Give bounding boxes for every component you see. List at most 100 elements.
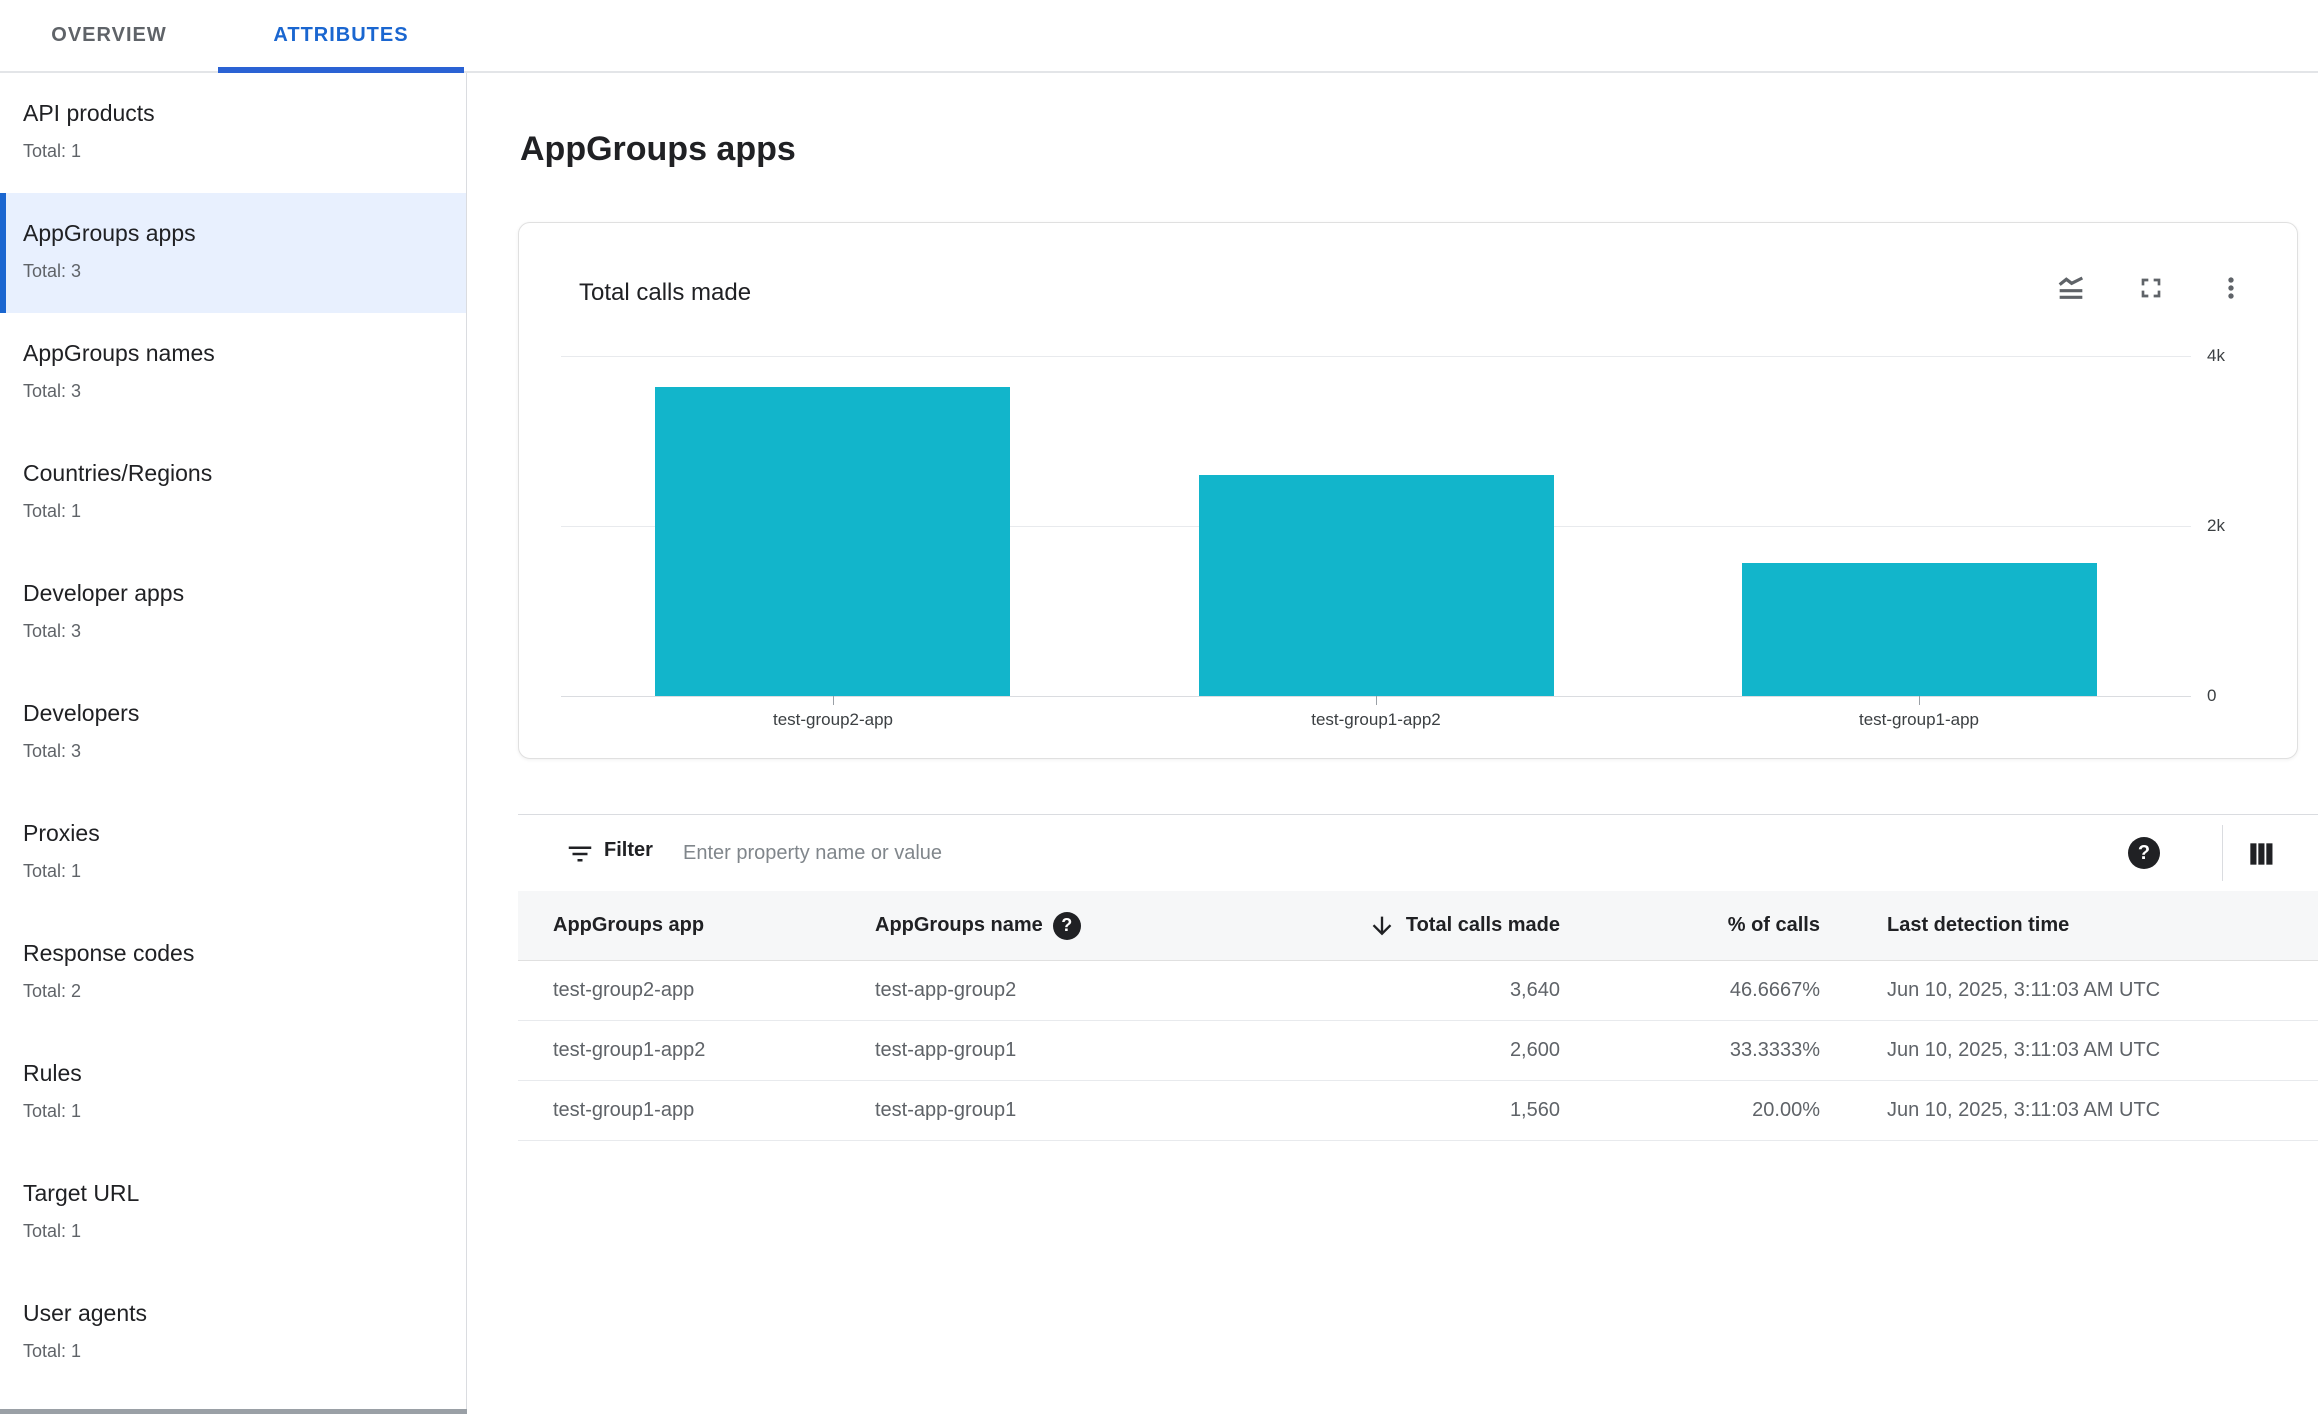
sidebar-item-label: Developer apps (23, 580, 185, 606)
x-axis-label: test-group2-app (772, 710, 894, 729)
y-axis-tick-label: 2k (2207, 516, 2225, 535)
table-row: test-group1-app2 test-app-group1 2,600 33.3… (518, 1021, 2318, 1081)
column-settings-icon[interactable] (2245, 838, 2277, 875)
sidebar-item-appgroups-apps[interactable]: AppGroups apps Total: 3 (0, 193, 466, 313)
column-header-appgroups-name[interactable]: AppGroups name? (875, 911, 1265, 940)
sidebar-item-target-url[interactable]: Target URL Total: 1 (0, 1153, 466, 1273)
filter-divider (2222, 825, 2223, 881)
chart-toolbar (2053, 270, 2249, 306)
column-header-last-detection-time[interactable]: Last detection time (1820, 914, 2318, 937)
sidebar-item-label: Proxies (23, 820, 100, 846)
bar-test-group1-app2[interactable] (1199, 475, 1554, 696)
filter-list-icon (565, 839, 595, 874)
column-header--of-calls[interactable]: % of calls (1560, 914, 1820, 937)
sidebar-item-total: Total: 1 (23, 1221, 82, 1241)
cell-name: test-app-group1 (875, 1039, 1017, 1061)
cell-time: Jun 10, 2025, 3:11:03 AM UTC (1887, 1039, 2161, 1061)
column-header-label: AppGroups name (875, 914, 1043, 936)
y-axis-tick-label: 4k (2207, 346, 2225, 365)
sidebar-item-label: User agents (23, 1300, 148, 1326)
sidebar-item-user-agents[interactable]: User agents Total: 1 (0, 1273, 466, 1393)
x-axis-label: test-group1-app (1858, 710, 1980, 729)
chart-title: Total calls made (579, 279, 752, 306)
sidebar-item-label: Rules (23, 1060, 82, 1086)
cell-pct: 20.00% (1752, 1099, 1820, 1121)
sidebar-scrollbar[interactable] (0, 1409, 467, 1414)
table-row: test-group1-app test-app-group1 1,560 20.00… (518, 1081, 2318, 1141)
filter-label: Filter (604, 839, 653, 861)
y-axis-tick-label: 0 (2207, 686, 2217, 705)
sidebar-item-proxies[interactable]: Proxies Total: 1 (0, 793, 466, 913)
cell-calls: 3,640 (1509, 979, 1560, 1001)
sidebar-item-total: Total: 1 (23, 501, 82, 521)
x-axis-tick (833, 696, 834, 705)
x-axis-tick (1919, 696, 1920, 705)
sidebar-item-total: Total: 1 (23, 141, 82, 161)
sidebar-item-total: Total: 1 (23, 861, 82, 881)
sidebar-item-countries-regions[interactable]: Countries/Regions Total: 1 (0, 433, 466, 553)
sidebar-item-total: Total: 1 (23, 1101, 82, 1121)
gridline (561, 356, 2191, 357)
filter-input[interactable] (683, 829, 2063, 877)
sidebar-item-total: Total: 2 (23, 981, 82, 1001)
tab-bar: OVERVIEW ATTRIBUTES (0, 0, 2318, 73)
sidebar-item-rules[interactable]: Rules Total: 1 (0, 1033, 466, 1153)
sidebar-item-label: Target URL (23, 1180, 140, 1206)
cell-calls: 1,560 (1509, 1099, 1560, 1121)
sidebar-item-api-products[interactable]: API products Total: 1 (0, 73, 466, 193)
tab-attributes-label: ATTRIBUTES (273, 24, 409, 46)
sidebar-item-label: API products (23, 100, 155, 126)
sidebar-item-response-codes[interactable]: Response codes Total: 2 (0, 913, 466, 1033)
sidebar-item-label: AppGroups names (23, 340, 215, 366)
tab-overview[interactable]: OVERVIEW (0, 0, 218, 71)
sidebar-item-label: Countries/Regions (23, 460, 213, 486)
attributes-sidebar: API products Total: 1 AppGroups apps Total:… (0, 73, 467, 1414)
cell-time: Jun 10, 2025, 3:11:03 AM UTC (1887, 979, 2161, 1001)
fullscreen-icon[interactable] (2133, 270, 2169, 306)
x-axis-label: test-group1-app2 (1311, 710, 1441, 729)
cell-calls: 2,600 (1509, 1039, 1560, 1061)
sidebar-item-total: Total: 3 (23, 261, 82, 281)
sidebar-item-appgroups-names[interactable]: AppGroups names Total: 3 (0, 313, 466, 433)
table-row: test-group2-app test-app-group2 3,640 46.66… (518, 961, 2318, 1021)
sidebar-item-total: Total: 1 (23, 1341, 82, 1361)
cell-app: test-group1-app2 (553, 1039, 706, 1061)
tab-attributes[interactable]: ATTRIBUTES (218, 0, 464, 73)
filter-help-icon[interactable]: ? (2128, 837, 2160, 869)
bar-chart-plot: test-group2-app test-group1-app2 test-grou… (561, 356, 2191, 729)
help-icon[interactable]: ? (1052, 911, 1081, 940)
total-calls-chart-card: Total calls made test-group2-app t (518, 222, 2298, 759)
cell-name: test-app-group1 (875, 1099, 1017, 1121)
column-header-total-calls-made[interactable]: Total calls made (1265, 912, 1560, 940)
page-title: AppGroups apps (520, 130, 796, 168)
sidebar-item-total: Total: 3 (23, 741, 82, 761)
sidebar-item-developers[interactable]: Developers Total: 3 (0, 673, 466, 793)
attributes-table-section: Filter ? AppGroups app AppGroups name? Tot… (518, 814, 2318, 1141)
sidebar-item-total: Total: 3 (23, 621, 82, 641)
cell-app: test-group1-app (553, 1099, 695, 1121)
sidebar-item-label: AppGroups apps (23, 220, 196, 246)
column-header-label: Total calls made (1405, 914, 1560, 936)
active-tab-underline (218, 67, 464, 73)
sidebar-item-label: Response codes (23, 940, 195, 966)
column-header-label: AppGroups app (553, 914, 705, 936)
x-axis-tick (1376, 696, 1377, 705)
area-chart-icon[interactable] (2053, 270, 2089, 306)
cell-pct: 33.3333% (1729, 1039, 1820, 1061)
tab-overview-label: OVERVIEW (51, 24, 167, 46)
bar-test-group2-app[interactable] (655, 387, 1010, 696)
column-header-label: Last detection time (1887, 914, 2070, 936)
sidebar-item-label: Developers (23, 700, 140, 726)
more-vert-icon[interactable] (2213, 270, 2249, 306)
cell-app: test-group2-app (553, 979, 695, 1001)
filter-bar: Filter ? (518, 815, 2318, 891)
sort-desc-arrow-icon (1368, 912, 1396, 940)
column-header-label: % of calls (1727, 914, 1820, 936)
bar-test-group1-app[interactable] (1742, 563, 2097, 696)
table-header-row: AppGroups app AppGroups name? Total calls … (518, 891, 2318, 961)
sidebar-item-total: Total: 3 (23, 381, 82, 401)
sidebar-item-developer-apps[interactable]: Developer apps Total: 3 (0, 553, 466, 673)
cell-pct: 46.6667% (1729, 979, 1820, 1001)
column-header-appgroups-app[interactable]: AppGroups app (553, 914, 875, 937)
